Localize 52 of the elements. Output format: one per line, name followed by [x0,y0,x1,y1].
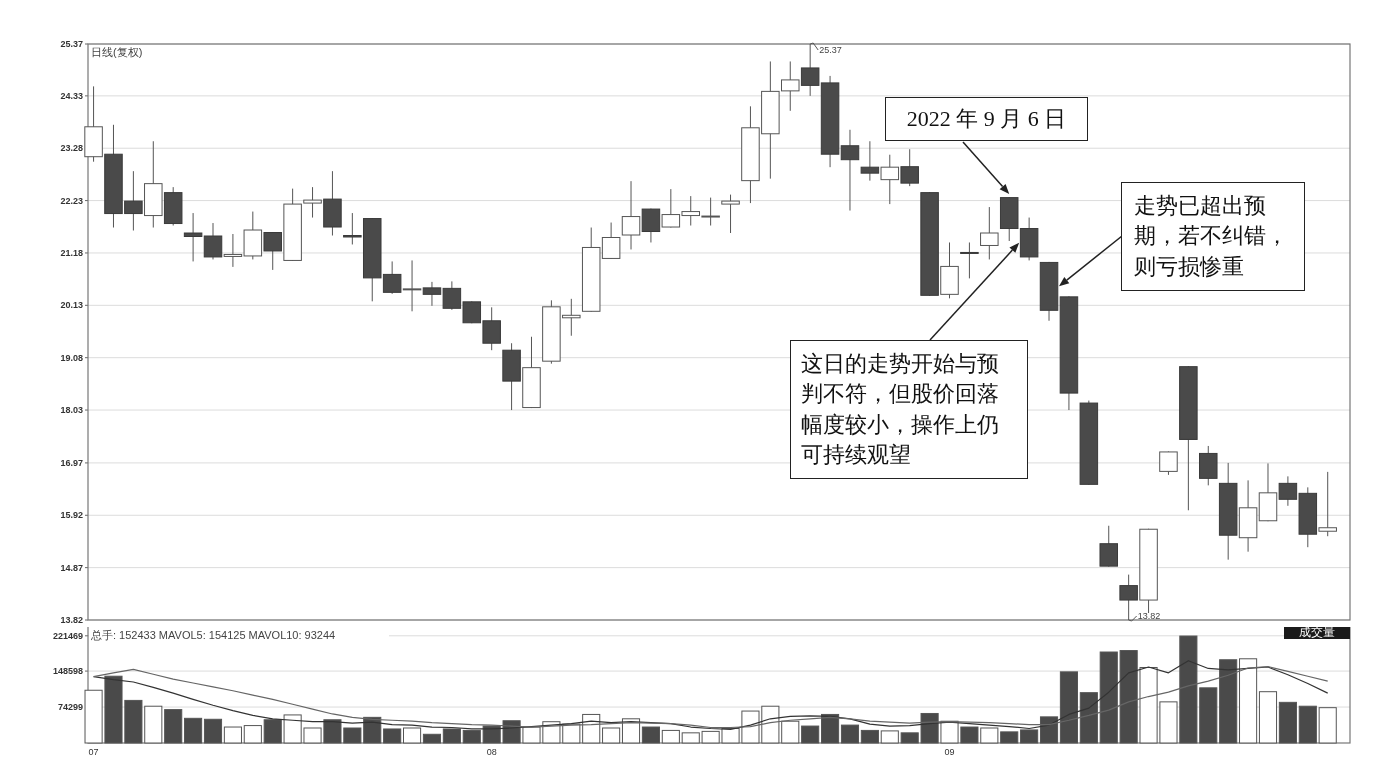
note: 25.37 [809,42,842,55]
y-tick-label: 21.18 [60,247,83,258]
annotation: 2022 年 9 月 6 日 [885,97,1088,142]
bar [1039,716,1059,744]
y-tick-label: 23.28 [60,143,83,154]
title: 总手: 152433 MAVOL5: 154125 MAVOL10: 93244 [89,628,389,641]
y-tick-label: 24.33 [60,90,83,101]
annotation: 25.37 [819,45,842,55]
bar [1079,692,1098,744]
bar [602,727,621,744]
y-tick-label: 18.03 [60,405,83,416]
x-tick-label: 09 [944,747,955,757]
note: 13.82 [1128,611,1161,622]
y-tick-label: 25.37 [60,39,83,49]
bar [164,709,183,744]
bar [661,729,680,744]
y-tick-label: 14.87 [60,562,83,573]
bar [184,717,203,744]
bar [223,726,242,744]
y-tick-label: 13.82 [60,615,83,625]
annotation: 13.82 [1137,611,1161,621]
y-tick-label: 16.97 [60,457,83,468]
bar [801,725,820,744]
bar [403,727,422,744]
bar [1219,659,1238,744]
bar [243,725,262,744]
x-tick-label: 07 [88,747,99,757]
y-tick-label: 148598 [52,666,83,677]
bar [860,729,879,744]
bar [1278,701,1297,744]
bar [1059,671,1078,744]
annotation: 这日的走势开始与预判不符，但股价回落幅度较小，操作上仍可持续观望 [790,340,1028,480]
bar [383,728,402,744]
x-tick-label: 08 [486,747,497,757]
y-tick-label: 20.13 [60,300,83,311]
bar [821,713,840,744]
bar [1258,691,1278,744]
bar [442,728,461,744]
y-tick-label: 22.23 [60,195,83,206]
annotation: 走势已超出预期，若不纠错，则亏损惨重 [1121,182,1305,292]
bar [641,726,660,744]
bar [422,733,442,744]
y-tick-label: 15.92 [60,510,83,521]
bar [1020,729,1039,744]
y-tick-label: 221469 [52,630,83,641]
bar [840,724,860,744]
y-tick-label: 74299 [57,702,83,713]
y-tick-label: 19.08 [60,352,83,363]
bar [1239,658,1258,744]
bar [203,718,223,744]
title: 日线(复权) [91,46,143,58]
bar [621,718,641,744]
